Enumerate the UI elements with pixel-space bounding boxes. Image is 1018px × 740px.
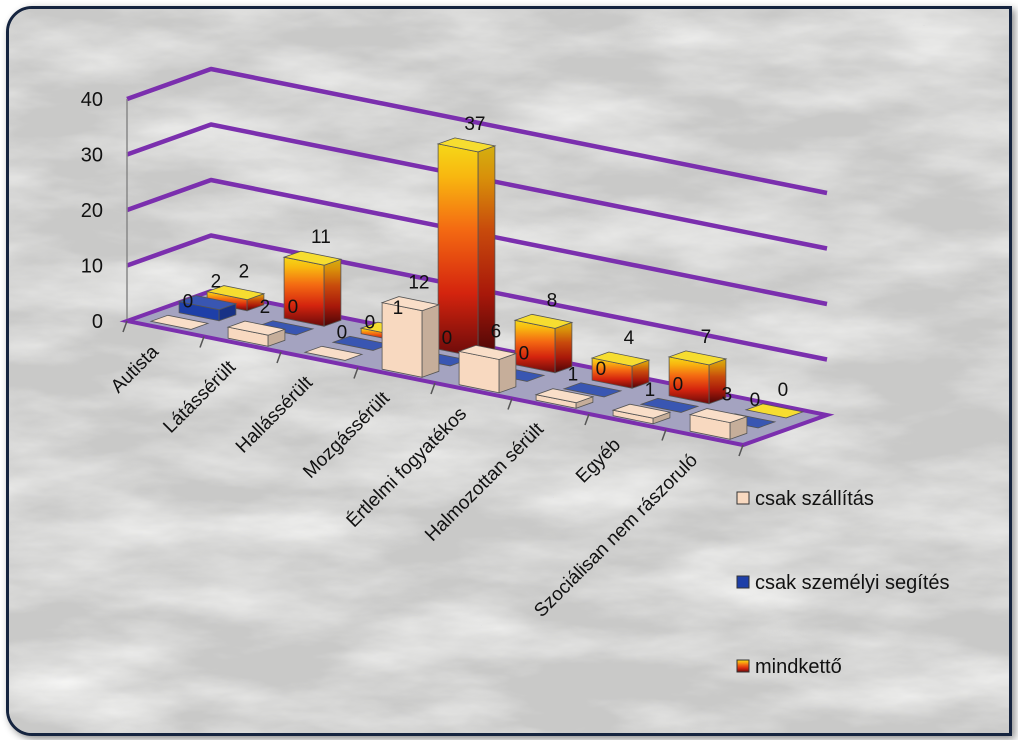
data-label-shipping-6: 1 xyxy=(645,380,656,401)
data-label-both-3: 37 xyxy=(464,114,485,135)
category-tick xyxy=(430,382,436,395)
data-label-shipping-3: 12 xyxy=(408,273,429,294)
chart-frame: 2 11 1 37 8 4 7 0 2 0 0 0 0 0 0 0 0 2 0 12 6 1 1 3 0 10 20 30 40 Au… xyxy=(6,6,1012,736)
legend: csak szállítás csak személyi segítés mindk… xyxy=(736,488,950,678)
category-tick xyxy=(199,336,205,348)
data-label-shipping-0: 0 xyxy=(183,291,194,312)
gridline xyxy=(126,122,828,251)
category-label: Autista xyxy=(107,341,163,397)
data-label-shipping-1: 2 xyxy=(260,297,271,318)
category-tick xyxy=(661,429,667,441)
data-label-shipping-2: 0 xyxy=(337,322,348,343)
data-label-assist-3: 0 xyxy=(442,328,453,349)
data-label-assist-0: 2 xyxy=(211,272,222,293)
bar-both-5 xyxy=(590,351,651,389)
bar-shipping-7 xyxy=(688,408,749,440)
legend-item: csak szállítás xyxy=(736,488,874,510)
data-label-both-7: 0 xyxy=(778,380,789,401)
category-tick xyxy=(584,413,590,426)
legend-label: csak személyi segítés xyxy=(755,572,950,594)
legend-item: mindkettő xyxy=(736,656,842,678)
category-tick xyxy=(507,398,513,410)
y-axis-ticks: 0 10 20 30 40 xyxy=(81,89,103,333)
y-tick-label: 40 xyxy=(81,89,103,111)
category-tick xyxy=(738,444,744,457)
bar-shipping-0 xyxy=(149,314,210,330)
category-label: Látássérült xyxy=(159,356,240,437)
bar-both-7 xyxy=(744,403,805,419)
bar-shipping-2 xyxy=(303,345,364,361)
data-label-both-5: 4 xyxy=(624,328,635,349)
category-label: Szociálisan nem rászoruló xyxy=(530,450,702,622)
data-label-shipping-4: 6 xyxy=(491,321,502,342)
legend-swatch xyxy=(736,575,750,589)
bar-shipping-3 xyxy=(380,296,441,378)
data-label-assist-7: 0 xyxy=(750,390,761,411)
data-label-both-0: 2 xyxy=(239,262,250,283)
data-label-both-6: 7 xyxy=(701,327,712,348)
data-label-both-4: 8 xyxy=(547,290,558,311)
legend-label: csak szállítás xyxy=(755,488,874,510)
category-label: Egyéb xyxy=(572,434,625,487)
y-tick-label: 10 xyxy=(81,256,103,278)
data-label-shipping-5: 1 xyxy=(568,365,579,386)
gridline xyxy=(126,66,828,196)
legend-item: csak személyi segítés xyxy=(736,572,950,594)
data-label-assist-6: 0 xyxy=(673,374,684,395)
y-tick-label: 0 xyxy=(92,311,103,333)
bar-both-1 xyxy=(282,250,343,327)
data-label-assist-4: 0 xyxy=(519,343,530,364)
data-label-assist-5: 0 xyxy=(596,359,607,380)
category-label: Mozgássérült xyxy=(299,387,394,482)
bar-shipping-4 xyxy=(457,344,518,394)
data-label-both-1: 11 xyxy=(311,227,331,248)
category-tick xyxy=(353,367,359,379)
gridline xyxy=(126,177,828,307)
bar-assist-0 xyxy=(177,295,238,322)
bar-both-3 xyxy=(436,137,497,358)
gridline xyxy=(126,233,828,362)
category-tick xyxy=(276,351,282,364)
category-tick xyxy=(122,320,128,333)
bar-assist-5 xyxy=(562,382,623,398)
y-tick-label: 30 xyxy=(81,145,103,167)
bar-shipping-6 xyxy=(611,403,672,425)
category-label: Hallássérült xyxy=(232,372,318,458)
data-label-assist-2: 0 xyxy=(365,312,376,333)
data-label-assist-1: 0 xyxy=(288,297,299,318)
legend-swatch xyxy=(736,659,750,673)
bar-shipping-5 xyxy=(534,388,595,409)
data-label-both-2: 1 xyxy=(393,298,404,319)
data-label-shipping-7: 3 xyxy=(722,385,733,406)
bar-assist-6 xyxy=(639,397,700,413)
bar-shipping-1 xyxy=(226,320,287,347)
y-tick-label: 20 xyxy=(81,200,103,222)
bar-both-6 xyxy=(667,350,728,405)
gridlines xyxy=(126,66,828,362)
bar-both-4 xyxy=(513,313,574,374)
legend-swatch xyxy=(736,491,750,505)
legend-label: mindkettő xyxy=(755,656,842,678)
